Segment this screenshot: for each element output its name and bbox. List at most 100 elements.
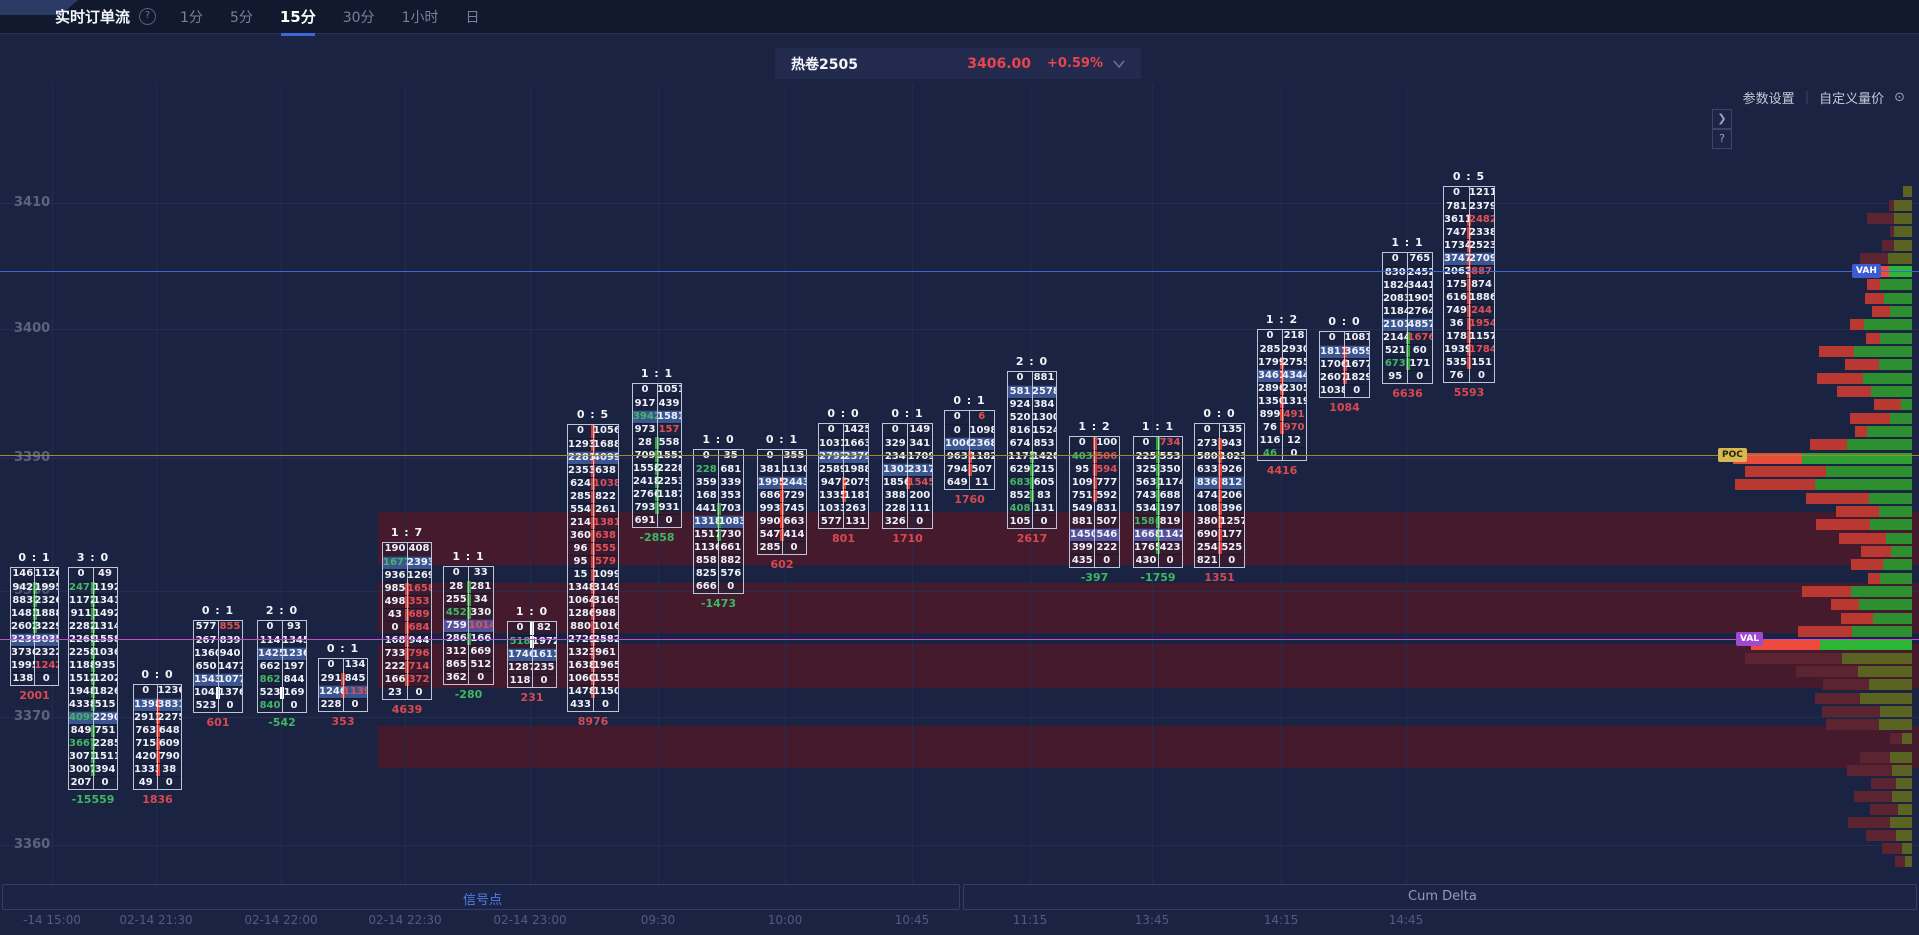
tab-1hour[interactable]: 1小时 <box>401 9 439 26</box>
footprint-row: 747 2338 <box>1444 226 1494 239</box>
custom-volume-price-link[interactable]: 自定义量价 <box>1819 92 1885 107</box>
footprint-row: 168 944 <box>383 634 431 647</box>
volume-profile-bar <box>1822 706 1912 717</box>
footprint-column: 0 : 157785526783913609406501477154310771… <box>193 604 243 729</box>
imbalance-header: 0 : 5 <box>1452 170 1486 183</box>
bid-volume: 816 <box>1009 425 1031 436</box>
bid-volume: 580 <box>1196 451 1218 462</box>
bid-volume: 624 <box>570 478 591 489</box>
bid-volume: 2602 <box>11 621 35 632</box>
tab-5min[interactable]: 5分 <box>229 9 253 26</box>
footprint-row: 821 0 <box>1195 554 1244 567</box>
volume-profile-bar <box>1850 413 1912 424</box>
params-settings-link[interactable]: 参数设置 <box>1742 92 1795 107</box>
footprint-row: 523 0 <box>194 699 242 712</box>
footprint-row: 380 1257 <box>1195 515 1244 528</box>
bid-volume: 2268 <box>69 634 93 646</box>
instrument-selector[interactable]: 热卷2505 3406.00 +0.59% <box>775 48 1141 79</box>
footprint-row: 36 1954 <box>1444 317 1494 330</box>
ask-volume: 2305 <box>1282 383 1306 394</box>
footprint-row: 12461139 <box>319 685 367 698</box>
ask-volume: 935 <box>94 660 116 671</box>
bid-volume: 234 <box>884 451 906 462</box>
bid-volume: 924 <box>1009 399 1031 410</box>
ask-volume: 222 <box>1096 542 1118 553</box>
tab-1min[interactable]: 1分 <box>180 9 203 26</box>
tab-day[interactable]: 日 <box>465 9 480 26</box>
x-axis-label: 09:30 <box>640 913 676 927</box>
footprint-row: 1031 1663 <box>819 437 868 450</box>
imbalance-header: 2 : 0 <box>1015 355 1049 368</box>
footprint-column: 1 : 003522868135933916835344170313181083… <box>693 433 744 610</box>
bid-volume: 3736 <box>11 647 35 658</box>
profile-sell-segment <box>1802 586 1851 597</box>
footprint-row: 0 135 <box>1195 424 1244 437</box>
footprint-row: 362 0 <box>444 671 493 684</box>
horizontal-gridline <box>0 717 1919 718</box>
horizontal-gridline <box>0 329 1919 330</box>
ask-volume: 1139 <box>343 686 367 697</box>
volume-profile-bar <box>1815 693 1912 704</box>
ask-volume: 2285 <box>93 738 117 749</box>
bid-volume: 1939 <box>1444 344 1469 355</box>
tab-15min[interactable]: 15分 <box>279 8 316 36</box>
ask-volume: 558 <box>658 437 680 448</box>
cum-delta-panel-label[interactable]: Cum Delta <box>1408 889 1477 904</box>
volume-profile-bar <box>1855 426 1912 437</box>
ask-volume: 669 <box>470 646 492 657</box>
footprint-box: 1461126942199588323261481188826023229323… <box>10 567 59 686</box>
ask-volume: 1099 <box>593 569 618 580</box>
bid-volume: 1293 <box>568 439 593 450</box>
ask-volume: 874 <box>1471 279 1492 290</box>
ask-volume: 1905 <box>1407 293 1433 304</box>
footprint-row: 849 751 <box>69 724 117 737</box>
footprint-row: 0 134 <box>319 659 367 672</box>
profile-buy-segment <box>1886 533 1912 544</box>
bid-volume: 673 <box>1384 358 1406 369</box>
ask-volume: 423 <box>1159 542 1181 553</box>
settings-bar: 参数设置 | 自定义量价 ⊙ <box>1743 88 1905 107</box>
ask-volume: 887 <box>1469 266 1494 278</box>
volume-profile-bar <box>1796 666 1912 677</box>
x-axis-label: 02-14 23:00 <box>493 913 567 927</box>
ask-volume: 689 <box>408 609 430 620</box>
volume-profile-bar <box>1871 778 1912 789</box>
signal-panel[interactable] <box>2 884 960 910</box>
bid-volume: 1948 <box>69 686 93 697</box>
bid-volume: 547 <box>759 529 781 540</box>
bid-volume: 881 <box>1071 516 1093 527</box>
tab-30min[interactable]: 30分 <box>342 9 375 26</box>
footprint-row: 0 765 <box>1383 253 1432 266</box>
footprint-row: 34614344 <box>1258 369 1306 382</box>
expand-panel-button[interactable]: ❯ <box>1712 109 1732 129</box>
signal-panel-label[interactable]: 信号点 <box>463 893 503 908</box>
bid-volume: 3747 <box>1444 253 1469 264</box>
profile-buy-segment <box>1891 546 1912 557</box>
bid-volume: 1350 <box>1258 396 1282 407</box>
footprint-row: 326 0 <box>883 515 932 528</box>
profile-buy-segment <box>1870 519 1912 530</box>
bid-volume: 794 <box>946 464 968 475</box>
panel-help-button[interactable]: ? <box>1712 129 1732 149</box>
profile-sell-segment <box>1855 426 1867 437</box>
bid-ask-divider <box>781 450 783 554</box>
footprint-row: 535 151 <box>1444 356 1494 369</box>
cum-delta-panel[interactable] <box>963 884 1917 910</box>
ask-volume: 414 <box>783 529 805 540</box>
footprint-row: 0 1081 <box>1320 332 1369 345</box>
bid-volume: 0 <box>452 567 460 578</box>
footprint-row: 49 0 <box>134 776 181 789</box>
bid-volume: 662 <box>259 661 281 672</box>
footprint-row: 5201300 <box>1008 411 1056 424</box>
ask-volume: 1130 <box>782 464 806 475</box>
bid-volume: 715 <box>135 738 157 749</box>
footprint-row: 649 11 <box>945 476 994 489</box>
help-icon[interactable]: ? <box>139 8 157 25</box>
footprint-row: 662 197 <box>258 660 306 673</box>
